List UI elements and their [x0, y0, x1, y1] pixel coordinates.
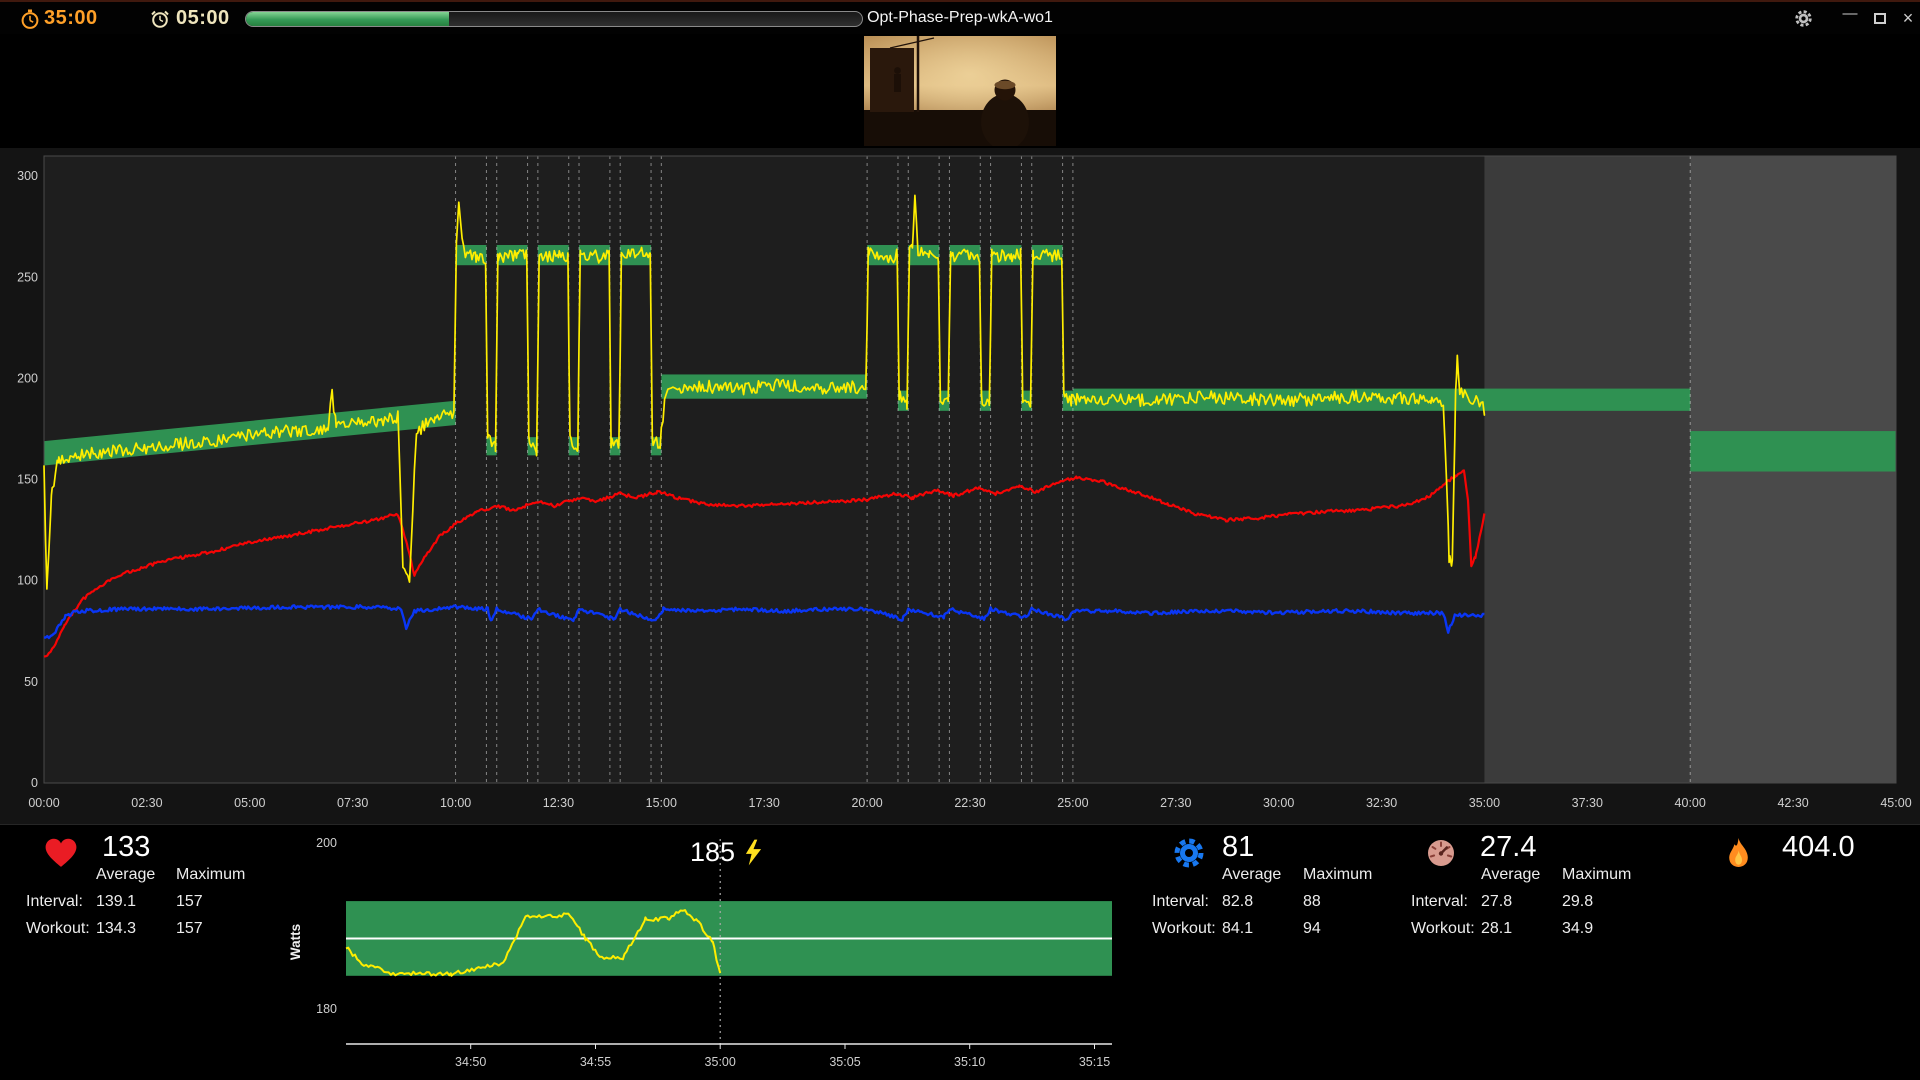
calories-current: 404.0	[1782, 831, 1855, 863]
svg-text:300: 300	[17, 169, 38, 183]
svg-text:0: 0	[31, 776, 38, 790]
interval-row-label: Interval:	[26, 893, 83, 910]
svg-text:02:30: 02:30	[131, 796, 162, 810]
workout-avg-value: 28.1	[1481, 920, 1513, 937]
workout-row-label: Workout:	[26, 920, 90, 937]
interval-avg-value: 82.8	[1222, 893, 1254, 910]
workout-max-value: 94	[1303, 920, 1321, 937]
svg-text:50: 50	[24, 675, 38, 689]
gear-icon	[1174, 838, 1204, 868]
avg-header: Average	[1222, 866, 1282, 883]
maximize-button[interactable]	[1874, 13, 1886, 24]
svg-text:37:30: 37:30	[1572, 796, 1603, 810]
cadence-metric: 81 Average Maximum Interval: 82.8 88 Wor…	[1140, 825, 1390, 1080]
workout-title: Opt-Phase-Prep-wkA-wo1	[867, 9, 1053, 26]
titlebar: 35:00 05:00 Opt-Phase-Prep-wkA-wo1 — ×	[0, 0, 1920, 34]
alarm-clock-icon	[151, 10, 169, 28]
interval-max-value: 88	[1303, 893, 1321, 910]
workout-row-label: Workout:	[1152, 920, 1216, 937]
svg-text:150: 150	[17, 473, 38, 487]
heart-rate-metric: 133 Average Maximum Interval: 139.1 157 …	[20, 825, 280, 1080]
current-power-value: 185	[690, 837, 736, 867]
svg-text:30:00: 30:00	[1263, 796, 1294, 810]
video-thumbnail[interactable]	[864, 36, 1056, 146]
svg-text:100: 100	[17, 574, 38, 588]
speed-metric: 27.4 Average Maximum Interval: 27.8 29.8…	[1398, 825, 1648, 1080]
calories-metric: 404.0	[1700, 825, 1920, 1080]
svg-text:35:00: 35:00	[1469, 796, 1500, 810]
speedometer-icon	[1428, 840, 1454, 866]
speed-current: 27.4	[1480, 831, 1537, 863]
svg-text:45:00: 45:00	[1880, 796, 1911, 810]
heart-icon	[45, 838, 77, 867]
svg-text:32:30: 32:30	[1366, 796, 1397, 810]
svg-text:05:00: 05:00	[234, 796, 265, 810]
svg-text:40:00: 40:00	[1675, 796, 1706, 810]
workout-row-label: Workout:	[1411, 920, 1475, 937]
svg-text:35:15: 35:15	[1079, 1055, 1110, 1069]
avg-header: Average	[96, 866, 156, 883]
max-header: Maximum	[1562, 866, 1632, 883]
svg-text:250: 250	[17, 270, 38, 284]
svg-text:34:50: 34:50	[455, 1055, 486, 1069]
current-power-readout: 185	[690, 837, 763, 868]
interval-row-label: Interval:	[1152, 893, 1209, 910]
svg-text:15:00: 15:00	[646, 796, 677, 810]
svg-text:25:00: 25:00	[1057, 796, 1088, 810]
stopwatch-icon	[21, 9, 39, 29]
svg-text:180: 180	[316, 1002, 337, 1016]
close-button[interactable]: ×	[1902, 8, 1914, 28]
cadence-current: 81	[1222, 831, 1255, 863]
svg-text:20:00: 20:00	[851, 796, 882, 810]
svg-text:17:30: 17:30	[749, 796, 780, 810]
lightning-bolt-icon	[745, 839, 762, 866]
svg-text:00:00: 00:00	[28, 796, 59, 810]
svg-text:35:05: 35:05	[829, 1055, 860, 1069]
minimize-button[interactable]: —	[1842, 5, 1858, 22]
avg-header: Average	[1481, 866, 1541, 883]
svg-text:35:10: 35:10	[954, 1055, 985, 1069]
interval-max-value: 157	[176, 893, 203, 910]
interval-max-value: 29.8	[1562, 893, 1594, 910]
svg-text:22:30: 22:30	[954, 796, 985, 810]
workout-max-value: 34.9	[1562, 920, 1594, 937]
max-header: Maximum	[176, 866, 246, 883]
max-header: Maximum	[1303, 866, 1373, 883]
svg-text:35:00: 35:00	[705, 1055, 736, 1069]
svg-text:34:55: 34:55	[580, 1055, 611, 1069]
svg-text:Watts: Watts	[288, 924, 303, 960]
svg-text:27:30: 27:30	[1160, 796, 1191, 810]
interval-remaining-time: 05:00	[176, 7, 230, 29]
workout-chart-region: 0 50 100 150 200 250 300 00:00 02:30 05:00 07:30 10…	[0, 148, 1920, 824]
workout-graph: 0 50 100 150 200 250 300 00:00 02:30 05:00 07:30 10…	[17, 155, 1912, 810]
workout-max-value: 157	[176, 920, 203, 937]
flame-icon	[1729, 838, 1748, 867]
svg-text:12:30: 12:30	[543, 796, 574, 810]
metrics-panel: 133 Average Maximum Interval: 139.1 157 …	[0, 824, 1920, 1080]
svg-text:200: 200	[316, 836, 337, 850]
settings-gear-icon[interactable]	[1795, 10, 1812, 27]
elapsed-time: 35:00	[44, 7, 98, 29]
interval-row-label: Interval:	[1411, 893, 1468, 910]
interval-avg-value: 27.8	[1481, 893, 1513, 910]
svg-text:42:30: 42:30	[1777, 796, 1808, 810]
svg-text:10:00: 10:00	[440, 796, 471, 810]
interval-progress-fill	[246, 12, 450, 26]
video-strip	[0, 34, 1920, 148]
interval-progress-bar	[245, 11, 863, 27]
interval-avg-value: 139.1	[96, 893, 137, 910]
svg-text:07:30: 07:30	[337, 796, 368, 810]
svg-text:200: 200	[17, 372, 38, 386]
live-power-graph: 34:50 34:55 35:00 35:05 35:10 35:15 200 180 Watt…	[288, 836, 1112, 1069]
video-frame	[864, 36, 1056, 146]
heart-rate-current: 133	[102, 831, 151, 863]
workout-avg-value: 84.1	[1222, 920, 1254, 937]
live-power-chart: 34:50 34:55 35:00 35:05 35:10 35:15 200 180 Watt…	[285, 827, 1135, 1080]
workout-avg-value: 134.3	[96, 920, 137, 937]
